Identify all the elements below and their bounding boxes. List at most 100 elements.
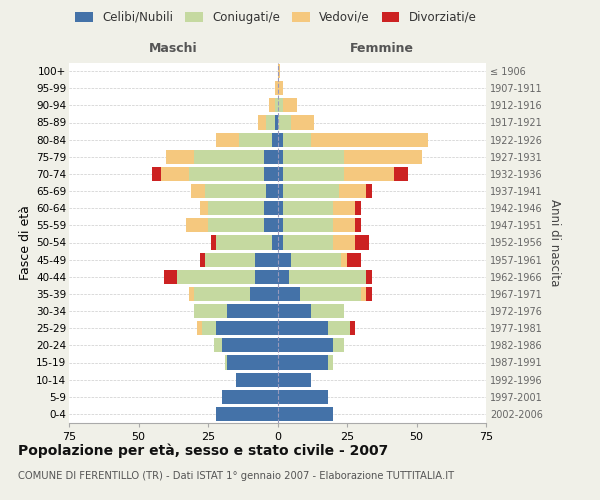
Bar <box>194 150 263 164</box>
Bar <box>277 150 283 164</box>
Bar <box>258 116 266 130</box>
Bar <box>275 81 277 95</box>
Bar <box>283 201 333 215</box>
Bar <box>277 252 292 266</box>
Bar <box>344 150 422 164</box>
Bar <box>283 132 311 146</box>
Bar <box>197 321 202 335</box>
Bar <box>333 338 344 352</box>
Bar <box>152 167 161 181</box>
Bar <box>277 356 328 370</box>
Bar <box>263 150 277 164</box>
Bar <box>355 218 361 232</box>
Bar <box>208 218 263 232</box>
Bar <box>333 201 355 215</box>
Bar <box>208 201 263 215</box>
Bar <box>217 132 239 146</box>
Bar <box>222 390 277 404</box>
Bar <box>283 236 333 250</box>
Bar <box>227 356 277 370</box>
Bar <box>277 304 311 318</box>
Bar <box>283 98 297 112</box>
Bar <box>214 338 222 352</box>
Bar <box>367 184 372 198</box>
Bar <box>328 356 333 370</box>
Bar <box>263 167 277 181</box>
Bar <box>367 287 372 301</box>
Bar <box>186 218 208 232</box>
Bar <box>277 64 280 78</box>
Bar <box>333 218 355 232</box>
Bar <box>277 184 283 198</box>
Bar <box>311 132 428 146</box>
Bar <box>277 372 311 386</box>
Bar <box>361 287 367 301</box>
Bar <box>255 252 277 266</box>
Bar <box>161 167 188 181</box>
Bar <box>166 150 194 164</box>
Bar <box>164 270 178 284</box>
Text: Femmine: Femmine <box>350 42 414 55</box>
Bar <box>292 252 341 266</box>
Bar <box>347 252 361 266</box>
Bar <box>205 184 266 198</box>
Bar <box>277 287 300 301</box>
Bar <box>275 116 277 130</box>
Bar <box>344 167 394 181</box>
Bar <box>350 321 355 335</box>
Y-axis label: Fasce di età: Fasce di età <box>19 205 32 280</box>
Bar <box>277 201 283 215</box>
Bar <box>227 304 277 318</box>
Bar <box>328 321 350 335</box>
Bar <box>263 201 277 215</box>
Bar <box>277 116 292 130</box>
Bar <box>222 338 277 352</box>
Text: COMUNE DI FERENTILLO (TR) - Dati ISTAT 1° gennaio 2007 - Elaborazione TUTTITALIA: COMUNE DI FERENTILLO (TR) - Dati ISTAT 1… <box>18 471 454 481</box>
Bar <box>355 236 369 250</box>
Bar <box>277 270 289 284</box>
Bar <box>250 287 277 301</box>
Bar <box>200 201 208 215</box>
Bar <box>202 321 217 335</box>
Bar <box>394 167 408 181</box>
Y-axis label: Anni di nascita: Anni di nascita <box>548 199 561 286</box>
Bar <box>277 236 283 250</box>
Bar <box>255 270 277 284</box>
Bar <box>272 236 277 250</box>
Bar <box>283 184 338 198</box>
Bar <box>188 287 194 301</box>
Bar <box>205 252 255 266</box>
Bar <box>217 321 277 335</box>
Bar <box>338 184 367 198</box>
Bar <box>277 98 283 112</box>
Legend: Celibi/Nubili, Coniugati/e, Vedovi/e, Divorziati/e: Celibi/Nubili, Coniugati/e, Vedovi/e, Di… <box>75 11 477 24</box>
Bar <box>277 167 283 181</box>
Bar <box>239 132 272 146</box>
Bar <box>272 132 277 146</box>
Bar <box>188 167 263 181</box>
Bar <box>191 184 205 198</box>
Bar <box>194 304 227 318</box>
Bar <box>283 218 333 232</box>
Bar <box>275 98 277 112</box>
Bar <box>178 270 255 284</box>
Bar <box>224 356 227 370</box>
Bar <box>283 167 344 181</box>
Bar <box>266 116 275 130</box>
Bar <box>277 390 328 404</box>
Bar <box>236 372 277 386</box>
Bar <box>277 81 283 95</box>
Bar <box>283 150 344 164</box>
Bar <box>277 321 328 335</box>
Bar <box>277 218 283 232</box>
Bar <box>367 270 372 284</box>
Bar <box>277 132 283 146</box>
Bar <box>217 407 277 421</box>
Bar <box>292 116 314 130</box>
Bar <box>355 201 361 215</box>
Bar <box>289 270 367 284</box>
Bar <box>341 252 347 266</box>
Bar <box>333 236 355 250</box>
Bar <box>277 338 333 352</box>
Bar <box>217 236 272 250</box>
